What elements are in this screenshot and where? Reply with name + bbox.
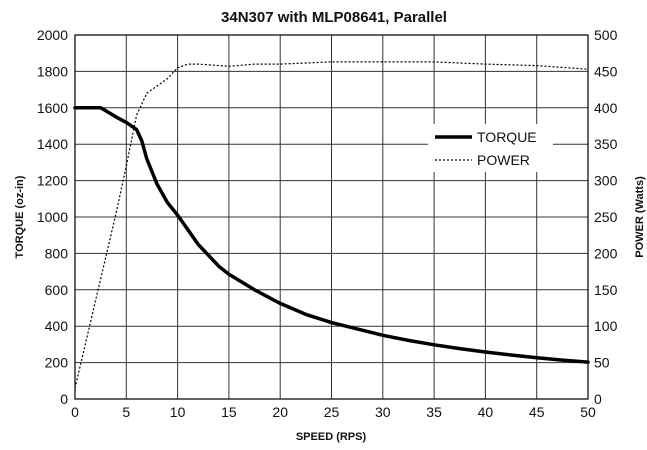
series-line-power xyxy=(74,61,589,389)
y2-tick-label: 500 xyxy=(594,27,618,43)
chart-title: 34N307 with MLP08641, Parallel xyxy=(221,9,447,26)
legend: TORQUE POWER xyxy=(428,124,553,172)
series-line-torque xyxy=(73,106,590,364)
x-tick-label: 25 xyxy=(324,404,340,420)
y-tick-label: 0 xyxy=(60,391,68,407)
y2-tick-label: 350 xyxy=(594,136,618,152)
y-axis-label: TORQUE (oz-in) xyxy=(14,175,26,258)
y2-tick-label: 150 xyxy=(594,282,618,298)
y-tick-label: 1200 xyxy=(37,173,68,189)
y-tick-label: 1600 xyxy=(37,100,68,116)
tick-labels: 0 5 10 15 20 25 30 35 40 45 5002004006008001000120… xyxy=(37,27,618,420)
x-tick-label: 35 xyxy=(426,404,442,420)
legend-power-label: POWER xyxy=(477,152,530,168)
y-tick-label: 1400 xyxy=(37,136,68,152)
y2-tick-label: 250 xyxy=(594,209,618,225)
series-layer xyxy=(73,61,590,389)
y2-tick-label: 400 xyxy=(594,100,618,116)
y-tick-label: 800 xyxy=(45,245,69,261)
y-tick-label: 200 xyxy=(45,355,69,371)
x-tick-label: 10 xyxy=(170,404,186,420)
plot-frame xyxy=(74,34,589,400)
x-tick-label: 30 xyxy=(375,404,391,420)
x-tick-label: 50 xyxy=(580,404,596,420)
x-tick-label: 45 xyxy=(529,404,545,420)
x-axis-label: SPEED (RPS) xyxy=(296,431,367,443)
x-tick-label: 5 xyxy=(122,404,130,420)
y-tick-label: 1000 xyxy=(37,209,68,225)
x-tick-label: 40 xyxy=(478,404,494,420)
x-tick-label: 20 xyxy=(272,404,288,420)
x-tick-label: 0 xyxy=(71,404,79,420)
y2-tick-label: 0 xyxy=(594,391,602,407)
y2-tick-label: 50 xyxy=(594,355,610,371)
y-tick-label: 600 xyxy=(45,282,69,298)
legend-box xyxy=(428,124,553,172)
x-tick-label: 15 xyxy=(221,404,237,420)
y-tick-label: 400 xyxy=(45,318,69,334)
y2-tick-label: 300 xyxy=(594,173,618,189)
grid xyxy=(74,34,589,400)
y-tick-label: 2000 xyxy=(37,27,68,43)
y2-tick-label: 100 xyxy=(594,318,618,334)
y2-tick-label: 450 xyxy=(594,63,618,79)
y2-axis-label: POWER (Watts) xyxy=(634,176,646,258)
legend-torque-label: TORQUE xyxy=(477,129,537,145)
y-tick-label: 1800 xyxy=(37,63,68,79)
y2-tick-label: 200 xyxy=(594,245,618,261)
